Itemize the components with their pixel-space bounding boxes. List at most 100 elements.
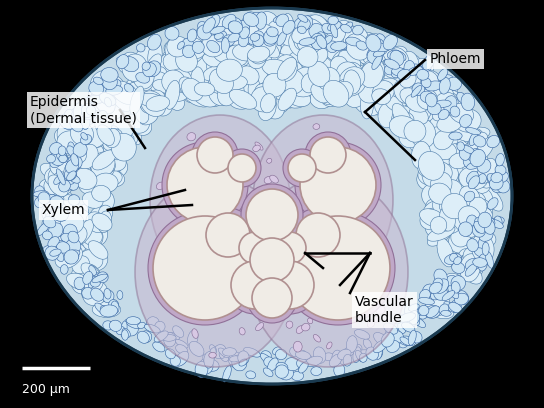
Ellipse shape [227,49,253,73]
Ellipse shape [437,129,452,156]
Ellipse shape [72,268,88,281]
Ellipse shape [75,264,101,290]
Ellipse shape [215,31,227,42]
Circle shape [269,227,311,269]
Ellipse shape [421,59,432,71]
Ellipse shape [176,339,188,348]
Ellipse shape [419,305,429,316]
Ellipse shape [300,18,326,40]
Ellipse shape [387,50,400,59]
Ellipse shape [478,254,488,271]
Ellipse shape [112,139,131,155]
Ellipse shape [209,345,217,353]
Ellipse shape [201,44,222,67]
Ellipse shape [281,32,299,52]
Ellipse shape [330,24,338,38]
Ellipse shape [212,19,231,42]
Ellipse shape [482,187,503,211]
Ellipse shape [179,77,198,98]
Ellipse shape [283,13,294,39]
Ellipse shape [164,333,176,347]
Ellipse shape [209,15,220,29]
Ellipse shape [462,210,487,235]
Ellipse shape [258,95,276,121]
Ellipse shape [268,44,287,67]
Ellipse shape [72,256,90,274]
Ellipse shape [243,13,259,27]
Ellipse shape [324,35,332,44]
Ellipse shape [290,78,310,96]
Ellipse shape [430,217,447,234]
Ellipse shape [375,94,396,115]
Ellipse shape [222,366,231,382]
Ellipse shape [455,196,480,216]
Ellipse shape [495,165,506,175]
Ellipse shape [332,350,342,364]
Ellipse shape [125,60,137,71]
Ellipse shape [303,355,312,364]
Ellipse shape [208,348,216,362]
Ellipse shape [176,49,197,72]
Ellipse shape [300,47,323,68]
Ellipse shape [123,321,138,336]
Ellipse shape [336,62,358,83]
Ellipse shape [271,62,290,79]
Ellipse shape [394,81,411,103]
Ellipse shape [110,86,132,111]
Ellipse shape [238,66,259,85]
Ellipse shape [454,173,467,188]
Ellipse shape [451,300,461,310]
Ellipse shape [275,80,290,105]
Ellipse shape [383,45,398,64]
Ellipse shape [376,306,385,314]
Ellipse shape [334,364,345,377]
Ellipse shape [494,216,502,227]
Ellipse shape [286,63,309,87]
Ellipse shape [403,63,424,84]
Ellipse shape [462,145,474,153]
Ellipse shape [109,299,119,310]
Ellipse shape [73,154,92,173]
Ellipse shape [182,38,194,50]
Ellipse shape [136,73,150,83]
Ellipse shape [469,132,478,146]
Circle shape [206,213,250,257]
Ellipse shape [90,71,117,97]
Ellipse shape [201,67,221,84]
Ellipse shape [248,70,263,86]
Ellipse shape [100,82,114,97]
Ellipse shape [199,359,213,374]
Ellipse shape [283,20,295,34]
Ellipse shape [466,128,480,135]
Ellipse shape [378,102,397,128]
Ellipse shape [215,37,232,53]
Ellipse shape [394,51,406,61]
Ellipse shape [136,107,149,124]
Ellipse shape [83,192,103,208]
Ellipse shape [392,68,407,76]
Ellipse shape [294,27,314,47]
Ellipse shape [411,58,434,77]
Ellipse shape [442,193,467,219]
Ellipse shape [165,349,175,359]
Ellipse shape [146,96,170,111]
Ellipse shape [147,64,164,89]
Ellipse shape [461,144,486,164]
Ellipse shape [385,59,399,69]
Ellipse shape [459,168,477,183]
Ellipse shape [155,67,169,90]
Ellipse shape [165,27,179,40]
Ellipse shape [423,200,447,220]
Ellipse shape [98,205,113,222]
Ellipse shape [94,173,115,191]
Ellipse shape [449,200,471,224]
Ellipse shape [146,61,161,77]
Ellipse shape [42,231,52,240]
Ellipse shape [437,205,465,225]
Ellipse shape [449,153,468,169]
Ellipse shape [86,106,96,115]
Ellipse shape [405,304,412,320]
Ellipse shape [270,84,289,101]
Ellipse shape [95,191,114,213]
Ellipse shape [222,48,246,74]
